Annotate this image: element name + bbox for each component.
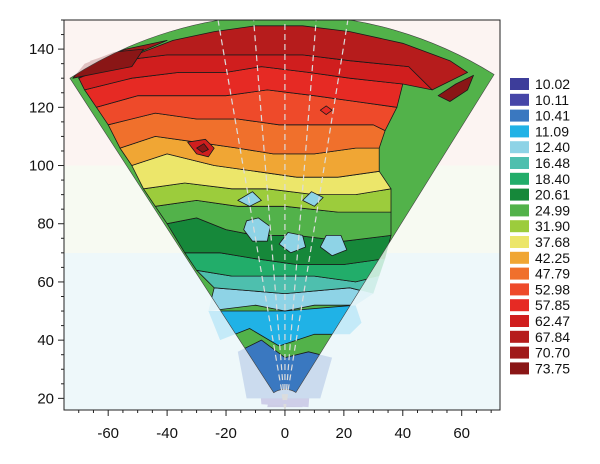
legend-label: 52.98	[535, 281, 570, 297]
y-tick-label: 80	[37, 216, 54, 233]
legend-swatch	[510, 125, 529, 138]
dashed-beam-line	[217, 20, 286, 410]
x-tick-label: -60	[97, 425, 119, 442]
dashed-beam-line	[284, 20, 349, 410]
legend-label: 57.85	[535, 297, 570, 313]
y-tick-label: 40	[37, 332, 54, 349]
legend-swatch	[510, 330, 529, 343]
legend-swatch	[510, 141, 529, 154]
contour-band	[196, 143, 209, 153]
legend-swatch	[510, 251, 529, 264]
legend-label: 37.68	[535, 234, 570, 250]
legend-swatch	[510, 157, 529, 169]
legend-swatch	[510, 172, 529, 185]
legend-label: 47.79	[535, 266, 570, 282]
x-tick-label: 20	[336, 425, 353, 442]
legend-label: 16.48	[535, 155, 570, 171]
x-tick-label: 40	[394, 425, 411, 442]
contour-band	[237, 191, 262, 207]
fan-outline	[69, 20, 495, 394]
x-tick-label: -40	[156, 425, 178, 442]
dashed-beam-line	[284, 20, 317, 410]
contour-band	[437, 74, 474, 102]
legend-swatch	[510, 93, 529, 106]
legend-swatch	[510, 346, 529, 359]
plot-area	[64, 20, 500, 410]
legend-swatch	[510, 236, 529, 248]
legend-label: 24.99	[535, 202, 570, 218]
legend-label: 10.41	[535, 108, 570, 124]
legend-label: 42.25	[535, 250, 570, 266]
legend-swatch	[510, 315, 529, 327]
legend-label: 70.70	[535, 345, 570, 361]
legend-swatch	[510, 78, 529, 90]
x-tick-label: -20	[215, 425, 237, 442]
legend-label: 31.90	[535, 218, 570, 234]
legend-swatch	[510, 204, 529, 217]
y-tick-label: 20	[37, 390, 54, 407]
legend-label: 18.40	[535, 171, 570, 187]
y-tick-label: 140	[29, 41, 54, 58]
legend-swatch	[510, 267, 529, 280]
y-tick-label: 60	[37, 274, 54, 291]
axes: -60 -40 -20 0 20 40 60 20 40 60 80 100 120 140	[29, 19, 501, 442]
x-tick-label: 60	[453, 425, 470, 442]
legend-label: 67.84	[535, 329, 570, 345]
contour-band	[319, 105, 333, 115]
legend-label: 12.40	[535, 139, 570, 155]
legend-label: 62.47	[535, 313, 570, 329]
contour-band	[319, 235, 348, 257]
legend-label: 10.02	[535, 76, 570, 92]
dashed-beam-lines	[217, 20, 349, 410]
fan-edges	[69, 20, 495, 394]
y-tick-label: 120	[29, 99, 54, 116]
legend-swatch	[510, 299, 529, 312]
color-legend: 10.0210.1110.4111.0912.4016.4818.4020.61…	[510, 76, 570, 376]
legend-label: 20.61	[535, 187, 570, 203]
legend-label: 73.75	[535, 360, 570, 376]
dashed-beam-line	[253, 20, 286, 410]
plot-frame	[63, 19, 501, 411]
legend-swatch	[510, 188, 529, 201]
legend-swatch	[510, 283, 529, 296]
y-tick-label: 100	[29, 158, 54, 175]
contour-band	[119, 25, 468, 91]
legend-label: 10.11	[535, 92, 569, 108]
legend-label: 11.09	[535, 123, 569, 139]
legend-swatch	[510, 220, 529, 233]
contour-band	[302, 191, 324, 207]
x-tick-label: 0	[281, 425, 289, 442]
legend-swatch	[510, 362, 529, 375]
legend-swatch	[510, 109, 529, 122]
